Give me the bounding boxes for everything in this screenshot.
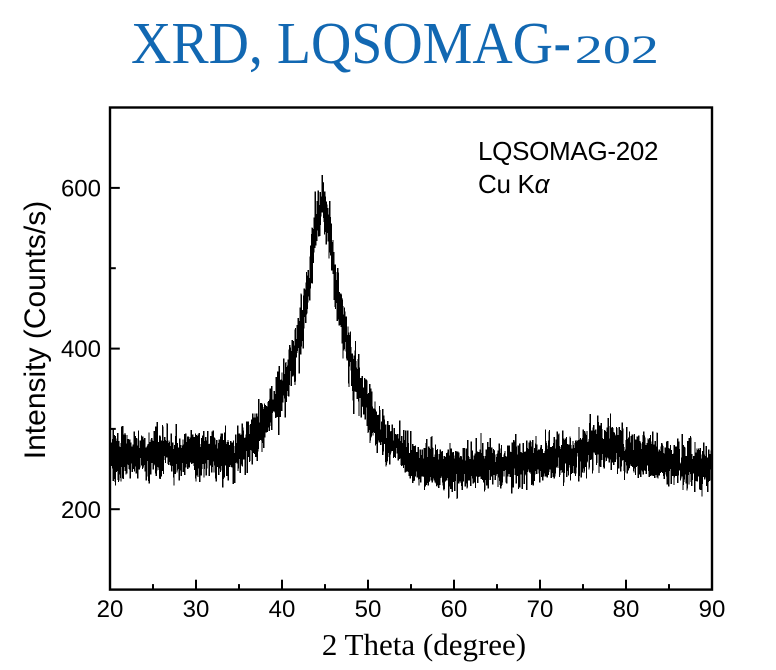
svg-text:Intensity (Counts/s): Intensity (Counts/s) [19,201,52,459]
svg-text:Cu Kα: Cu Kα [478,169,551,199]
svg-text:202: 202 [575,27,659,71]
svg-text:20: 20 [97,596,124,623]
svg-text:2 Theta (degree): 2 Theta (degree) [322,627,526,662]
svg-text:30: 30 [183,596,210,623]
svg-text:80: 80 [613,596,640,623]
svg-text:40: 40 [269,596,296,623]
svg-text:60: 60 [441,596,468,623]
svg-text:50: 50 [355,596,382,623]
svg-text:LQSOMAG-202: LQSOMAG-202 [478,136,658,166]
svg-text:90: 90 [699,596,726,623]
svg-text:400: 400 [61,336,101,363]
svg-text:XRD, LQSOMAG: XRD, LQSOMAG [131,10,553,76]
svg-text:600: 600 [61,176,101,203]
svg-text:70: 70 [527,596,554,623]
svg-text:200: 200 [61,497,101,524]
